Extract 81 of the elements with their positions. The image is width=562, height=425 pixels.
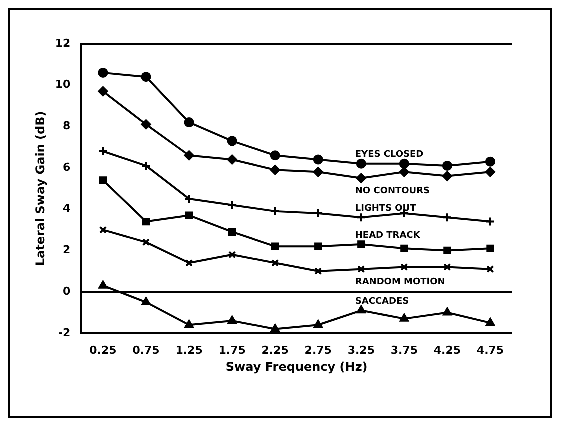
point <box>228 228 236 236</box>
y-tick-label: 4 <box>63 202 72 216</box>
x-tick-label: 3.25 <box>348 344 375 357</box>
point <box>227 200 238 210</box>
y-tick-label: -2 <box>58 326 71 340</box>
point <box>400 314 409 322</box>
x-tick-label: 1.75 <box>218 344 246 357</box>
point <box>442 160 452 171</box>
series-label: RANDOM MOTION <box>355 278 446 288</box>
y-tick-label: 6 <box>63 160 72 174</box>
point <box>400 244 408 252</box>
y-tick-label: 8 <box>63 120 71 133</box>
point <box>442 308 452 316</box>
point <box>314 242 322 250</box>
y-tick-label: 12 <box>55 36 71 50</box>
point <box>98 68 108 78</box>
point <box>314 320 323 328</box>
point <box>444 246 452 255</box>
point <box>270 165 280 176</box>
y-tick-label: 0 <box>63 284 72 298</box>
point <box>356 158 366 169</box>
point <box>486 244 494 252</box>
point <box>272 259 280 267</box>
point <box>142 218 150 226</box>
point <box>270 324 280 332</box>
x-tick-label: 4.75 <box>476 344 504 357</box>
point <box>400 263 408 272</box>
point <box>444 263 452 272</box>
point <box>356 306 366 314</box>
point <box>485 156 496 167</box>
point <box>185 212 194 220</box>
point <box>313 154 324 165</box>
point <box>358 265 366 274</box>
y-axis-title: Lateral Sway Gain (dB) <box>33 111 48 266</box>
x-tick-label: 3.75 <box>390 344 418 357</box>
x-tick-label: 0.75 <box>132 344 160 357</box>
point <box>142 238 150 246</box>
point <box>184 118 194 128</box>
x-tick-label: 0.25 <box>90 344 117 357</box>
point <box>272 242 280 250</box>
point <box>141 120 152 130</box>
y-tick-label: 2 <box>63 244 71 257</box>
point <box>98 280 108 289</box>
point <box>227 136 238 146</box>
point <box>485 167 496 178</box>
point <box>399 167 410 178</box>
series-label: SACCADES <box>355 297 410 308</box>
point <box>356 212 366 223</box>
point <box>185 259 194 267</box>
point <box>442 171 452 182</box>
series-label: LIGHTS OUT <box>355 204 418 214</box>
series-label: EYES CLOSED <box>355 150 424 160</box>
point <box>141 160 152 171</box>
x-tick-label: 2.75 <box>304 344 332 357</box>
point <box>270 206 280 216</box>
x-tick-label: 1.25 <box>176 344 203 357</box>
series-label: HEAD TRACK <box>355 230 422 241</box>
x-axis-title: Sway Frequency (Hz) <box>226 360 368 374</box>
x-tick-label: 2.25 <box>262 344 289 357</box>
point <box>442 212 452 223</box>
point <box>356 173 366 184</box>
point <box>313 167 324 178</box>
point <box>184 194 194 204</box>
point <box>184 150 194 161</box>
point <box>228 316 237 324</box>
x-tick-label: 4.25 <box>434 344 462 357</box>
point <box>313 208 324 219</box>
point <box>228 251 236 259</box>
point <box>227 154 238 165</box>
point <box>141 72 152 82</box>
point <box>184 320 194 328</box>
series-label: NO CONTOURS <box>355 186 430 197</box>
point <box>99 176 108 184</box>
point <box>358 240 366 248</box>
y-tick-label: 10 <box>55 78 72 92</box>
point <box>142 297 151 306</box>
point <box>486 318 495 326</box>
point <box>98 86 108 97</box>
point <box>270 150 280 161</box>
point <box>314 268 322 276</box>
point <box>399 158 410 169</box>
